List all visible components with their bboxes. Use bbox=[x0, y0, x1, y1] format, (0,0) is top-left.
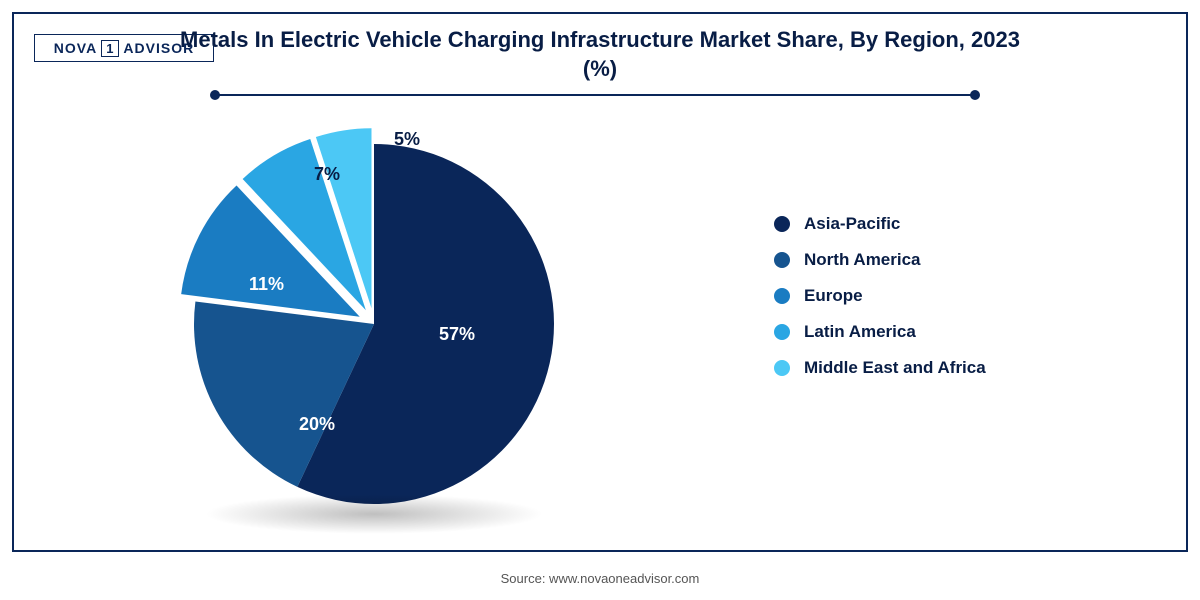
pie-slice-label: 20% bbox=[299, 414, 335, 435]
pie-chart: 57% 20% 11% 7% 5% bbox=[164, 124, 584, 544]
pie-slice-label: 5% bbox=[394, 129, 420, 150]
legend-item: North America bbox=[774, 250, 986, 270]
chart-title: Metals In Electric Vehicle Charging Infr… bbox=[170, 26, 1030, 83]
title-rule-dot-left bbox=[210, 90, 220, 100]
legend-label: North America bbox=[804, 250, 921, 270]
legend-swatch bbox=[774, 216, 790, 232]
legend-label: Europe bbox=[804, 286, 863, 306]
legend-label: Asia-Pacific bbox=[804, 214, 900, 234]
chart-frame: NOVA 1 ADVISOR Metals In Electric Vehicl… bbox=[12, 12, 1188, 552]
pie-shadow bbox=[204, 494, 544, 534]
pie-slice-label: 57% bbox=[439, 324, 475, 345]
legend-swatch bbox=[774, 360, 790, 376]
legend: Asia-Pacific North America Europe Latin Ame… bbox=[774, 214, 986, 378]
title-rule bbox=[214, 94, 974, 96]
legend-item: Middle East and Africa bbox=[774, 358, 986, 378]
pie-svg bbox=[164, 124, 584, 544]
pie-slice-label: 11% bbox=[249, 274, 284, 295]
legend-item: Latin America bbox=[774, 322, 986, 342]
legend-swatch bbox=[774, 288, 790, 304]
legend-label: Middle East and Africa bbox=[804, 358, 986, 378]
source-text: Source: www.novaoneadvisor.com bbox=[501, 571, 700, 586]
legend-item: Europe bbox=[774, 286, 986, 306]
pie-slice-label: 7% bbox=[314, 164, 340, 185]
legend-label: Latin America bbox=[804, 322, 916, 342]
title-rule-dot-right bbox=[970, 90, 980, 100]
legend-item: Asia-Pacific bbox=[774, 214, 986, 234]
logo-text-mid: 1 bbox=[101, 40, 119, 57]
legend-swatch bbox=[774, 252, 790, 268]
logo-text-left: NOVA bbox=[54, 40, 97, 56]
legend-swatch bbox=[774, 324, 790, 340]
